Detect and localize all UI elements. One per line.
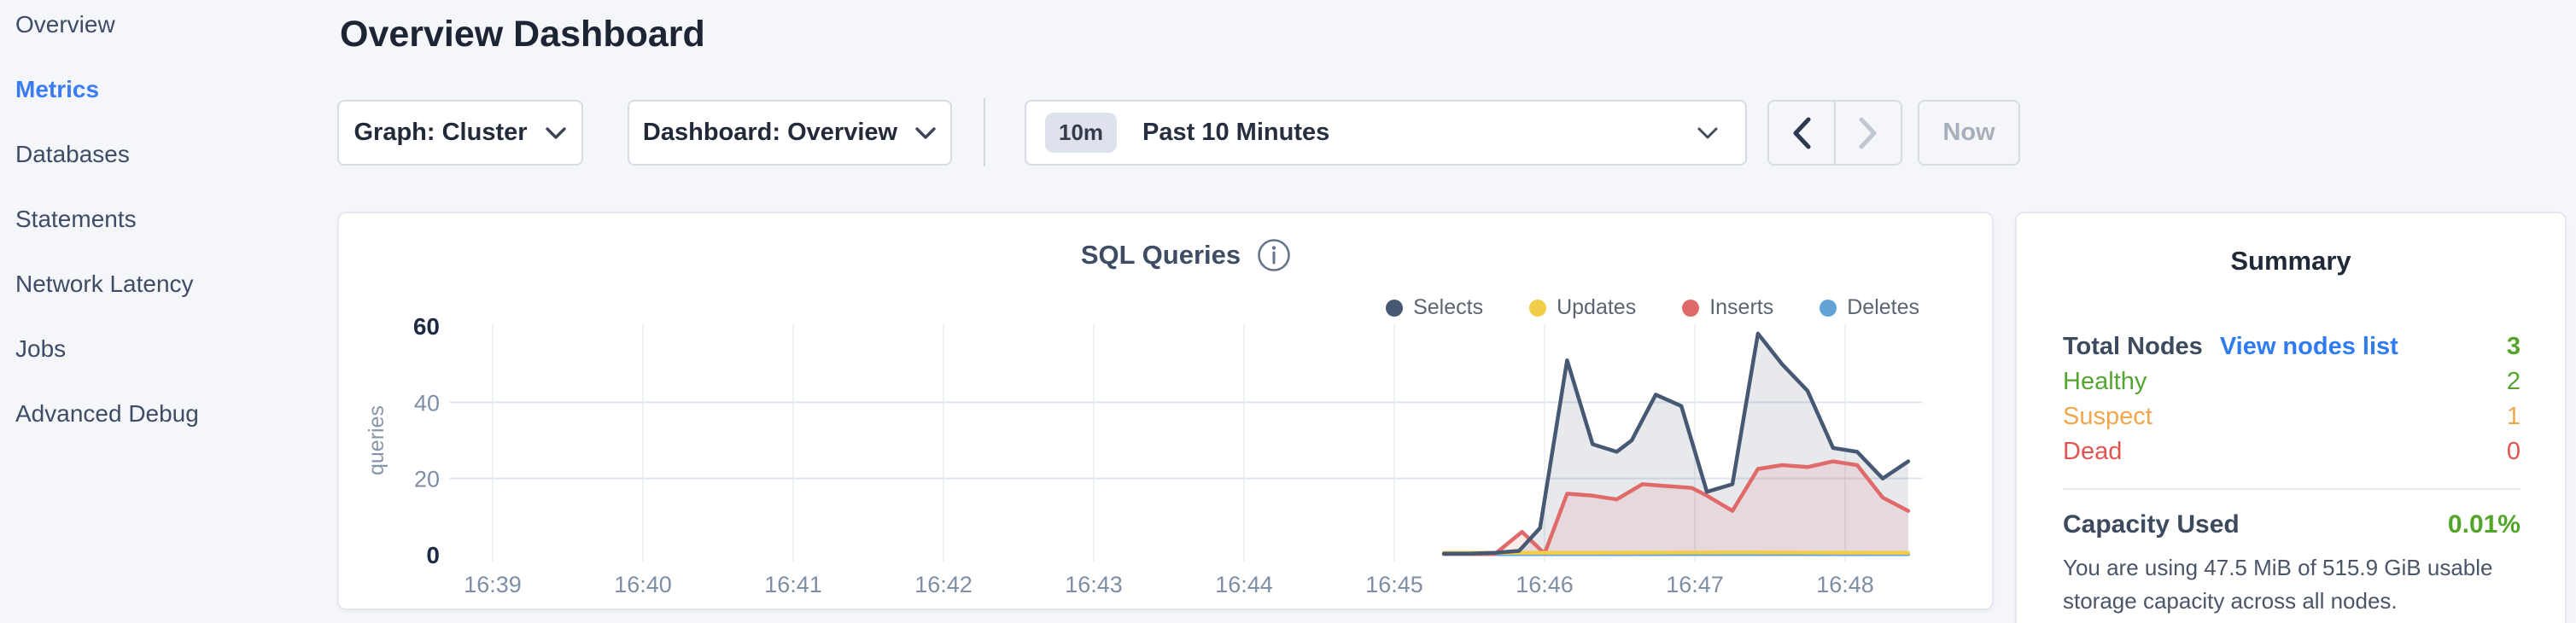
sql-queries-chart-card: SQL Queries Selects Updates Inserts Deletes… (337, 212, 1994, 610)
sidebar-item-jobs[interactable]: Jobs (15, 335, 67, 362)
x-axis-tick-label: 16:41 (764, 572, 822, 597)
series-line-selects (1441, 331, 1911, 556)
info-icon[interactable] (1256, 237, 1292, 273)
summary-row-value: 3 (2506, 333, 2521, 360)
controls-divider (984, 98, 985, 166)
x-axis-tick-label: 16:39 (464, 572, 522, 597)
summary-row-dead: Dead 0 (2063, 438, 2521, 473)
summary-title: Summary (2230, 246, 2351, 276)
chart-legend: Selects Updates Inserts Deletes (1386, 295, 1919, 320)
page-title: Overview Dashboard (340, 14, 705, 55)
x-axis-tick-label: 16:42 (914, 572, 973, 597)
sidebar-nav: Overview Metrics Databases Statements Networ… (0, 0, 324, 464)
legend-dot-deletes (1820, 299, 1837, 317)
y-axis-tick-label: 20 (414, 467, 440, 492)
summary-row-label: Total Nodes (2063, 333, 2203, 360)
legend-label: Updates (1557, 295, 1637, 319)
chart-plot[interactable]: 16:39 16:40 16:41 16:42 16:43 16:44 16:45 16:46… (339, 213, 1995, 612)
series-line-inserts (1441, 459, 1911, 556)
x-axis-tick-label: 16:45 (1365, 572, 1423, 597)
sidebar-item-databases[interactable]: Databases (15, 141, 130, 167)
sidebar-item-overview[interactable]: Overview (15, 11, 115, 38)
legend-label: Deletes (1847, 295, 1919, 319)
legend-label: Selects (1413, 295, 1484, 319)
x-axis-tick-label: 16:47 (1666, 572, 1724, 597)
legend-dot-updates (1529, 299, 1547, 317)
summary-panel: Summary Total Nodes View nodes list 3 Healt… (2015, 212, 2567, 623)
x-axis-tick-label: 16:40 (614, 572, 672, 597)
legend-item-updates[interactable]: Updates (1529, 295, 1636, 320)
x-axis-tick-label: 16:46 (1516, 572, 1574, 597)
series-area-inserts (1444, 461, 1908, 555)
capacity-used-label: Capacity Used (2063, 510, 2240, 539)
graph-scope-label: Graph: Cluster (353, 119, 528, 146)
chevron-right-icon (1859, 117, 1877, 148)
chart-title: SQL Queries (1080, 240, 1241, 270)
view-nodes-list-link[interactable]: View nodes list (2219, 333, 2398, 360)
summary-row-label: Healthy (2063, 368, 2147, 395)
sidebar-item-statements[interactable]: Statements (15, 206, 137, 232)
sidebar-item-advanced-debug[interactable]: Advanced Debug (15, 400, 199, 427)
chevron-down-icon (915, 126, 936, 139)
time-range-label: Past 10 Minutes (1142, 119, 1330, 146)
summary-row-suspect: Suspect 1 (2063, 403, 2521, 438)
time-range-dropdown[interactable]: 10m Past 10 Minutes (1025, 100, 1747, 166)
sidebar-item-network-latency[interactable]: Network Latency (15, 271, 194, 297)
time-step-buttons (1767, 100, 1902, 166)
capacity-used-value: 0.01% (2447, 510, 2521, 539)
summary-row-label: Suspect (2063, 403, 2153, 430)
time-range-badge: 10m (1045, 113, 1118, 153)
summary-row-healthy: Healthy 2 (2063, 368, 2521, 403)
x-axis-tick-label: 16:48 (1816, 572, 1874, 597)
dashboard-label: Dashboard: Overview (642, 119, 898, 146)
x-axis-tick-label: 16:43 (1065, 572, 1123, 597)
y-axis-tick-label: 40 (414, 390, 440, 416)
y-axis-tick-label: 60 (413, 313, 440, 340)
dashboard-dropdown[interactable]: Dashboard: Overview (628, 100, 952, 166)
sidebar-item-metrics[interactable]: Metrics (15, 76, 100, 102)
chevron-down-icon (545, 126, 566, 139)
legend-item-deletes[interactable]: Deletes (1820, 295, 1919, 320)
graph-scope-dropdown[interactable]: Graph: Cluster (337, 100, 583, 166)
legend-item-selects[interactable]: Selects (1386, 295, 1483, 320)
x-axis-tick-label: 16:44 (1215, 572, 1273, 597)
legend-dot-inserts (1682, 299, 1700, 317)
summary-row-value: 2 (2506, 368, 2521, 395)
summary-row-value: 1 (2506, 403, 2521, 430)
summary-rows: Total Nodes View nodes list 3 Healthy 2 Suspe… (2063, 333, 2521, 473)
chevron-left-icon (1793, 117, 1811, 148)
summary-row-value: 0 (2506, 438, 2521, 465)
y-axis-unit-label: queries (365, 405, 388, 475)
summary-divider (2063, 488, 2521, 490)
chevron-down-icon (1697, 127, 1718, 138)
legend-dot-selects (1386, 299, 1404, 317)
summary-row-total-nodes: Total Nodes View nodes list 3 (2063, 333, 2521, 368)
legend-label: Inserts (1709, 295, 1774, 319)
now-button[interactable]: Now (1918, 100, 2020, 166)
series-area-selects (1444, 333, 1908, 555)
capacity-description: You are using 47.5 MiB of 515.9 GiB usab… (2063, 555, 2493, 614)
time-step-forward-button[interactable] (1836, 102, 1901, 164)
legend-item-inserts[interactable]: Inserts (1682, 295, 1773, 320)
y-axis-tick-label: 0 (426, 542, 440, 568)
summary-row-label: Dead (2063, 438, 2123, 465)
time-step-back-button[interactable] (1769, 102, 1836, 164)
